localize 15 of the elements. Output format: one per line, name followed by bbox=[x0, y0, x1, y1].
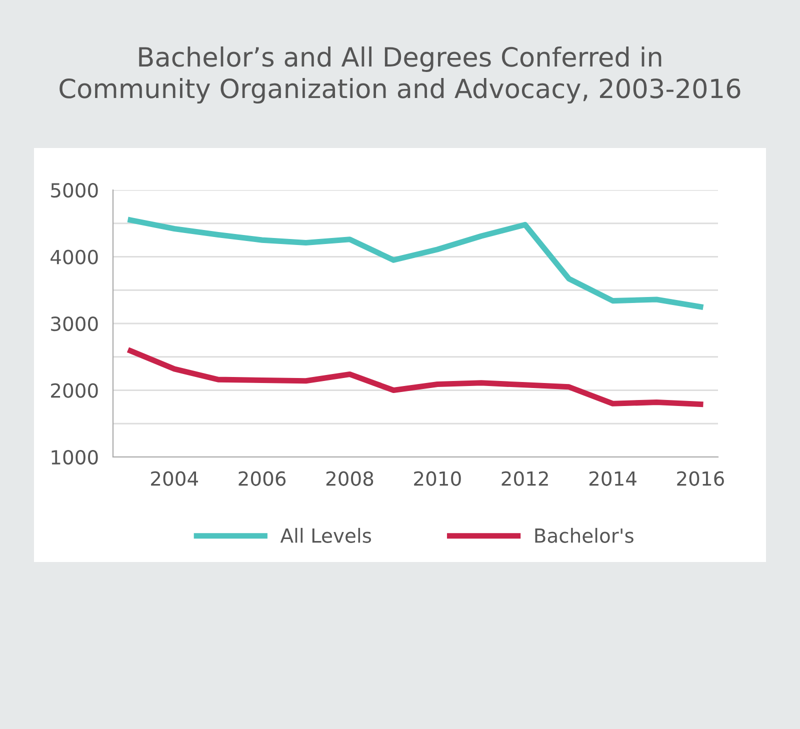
x-tick-label: 2006 bbox=[238, 471, 286, 486]
x-tick-label: 2008 bbox=[326, 471, 374, 486]
y-tick-label: 3000 bbox=[51, 316, 98, 332]
y-tick-label: 1000 bbox=[52, 450, 98, 465]
x-tick-label: 2012 bbox=[502, 471, 548, 486]
x-tick-label: 2014 bbox=[589, 471, 636, 486]
legend-label: All Levels bbox=[280, 528, 372, 543]
x-tick-label: 2016 bbox=[677, 471, 724, 486]
legend-label: Bachelor's bbox=[535, 528, 634, 543]
y-tick-label: 4000 bbox=[50, 250, 98, 264]
y-tick-label: 2000 bbox=[51, 383, 98, 398]
y-tick-label: 5000 bbox=[51, 182, 98, 198]
x-tick-label: 2010 bbox=[414, 471, 461, 486]
chart-title: Bachelor’s and All Degrees Conferred in Community Organization and Advocacy, 2003-2016 bbox=[60, 46, 740, 104]
x-tick-label: 2004 bbox=[151, 471, 198, 486]
